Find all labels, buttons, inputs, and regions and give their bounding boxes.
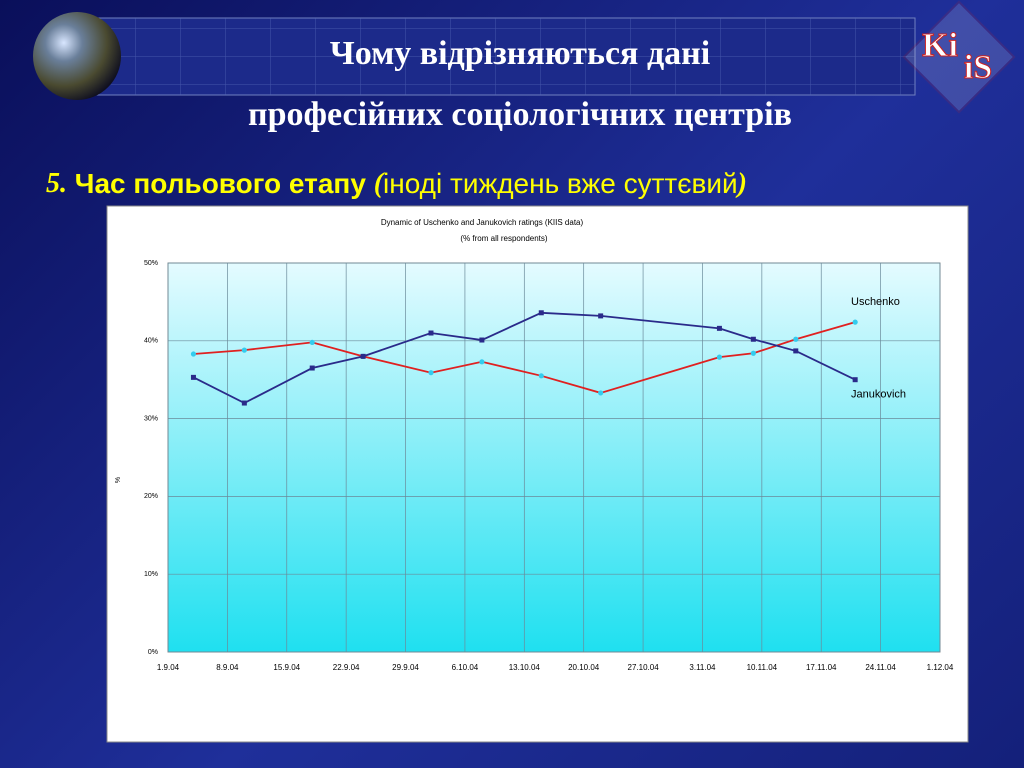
point [598, 390, 604, 396]
point [428, 370, 434, 376]
y-tick-label: 40% [144, 338, 158, 345]
x-tick-label: 29.9.04 [392, 663, 419, 672]
point [479, 337, 485, 343]
x-tick-label: 10.11.04 [747, 663, 778, 672]
point [241, 347, 247, 353]
point [716, 354, 723, 360]
x-tick-label: 1.12.04 [927, 663, 954, 672]
subtitle-bold: Час польового етапу [75, 168, 367, 199]
y-tick-label: 10% [144, 571, 158, 578]
point [538, 310, 544, 316]
point [360, 353, 366, 359]
slide-subtitle: 5. Час польового етапу (іноді тиждень вж… [46, 168, 747, 199]
header-map [95, 18, 915, 95]
x-tick-label: 15.9.04 [273, 663, 300, 672]
logo: Ki iS [902, 0, 1016, 114]
x-tick-label: 8.9.04 [216, 663, 239, 672]
point [309, 339, 315, 345]
chart-subtitle: (% from all respondents) [460, 234, 547, 243]
point [190, 351, 197, 357]
x-tick-label: 22.9.04 [333, 663, 360, 672]
point [309, 365, 315, 371]
y-tick-label: 50% [144, 260, 158, 267]
x-tick-label: 24.11.04 [865, 663, 896, 672]
chart-title: Dynamic of Uschenko and Janukovich ratin… [381, 218, 584, 227]
slide-title: професійних соціологічних центрів [248, 96, 792, 133]
x-tick-label: 20.10.04 [568, 663, 600, 672]
y-tick-label: 20% [144, 493, 158, 500]
logo-bottom: iS [964, 49, 992, 86]
subtitle-paren: ( [374, 168, 385, 199]
point [793, 348, 799, 354]
series-line [193, 321, 856, 394]
point [852, 377, 858, 383]
x-tick-label: 17.11.04 [806, 663, 837, 672]
point [428, 330, 434, 336]
plot-area [167, 262, 941, 653]
logo-top: Ki [922, 27, 958, 64]
series-label: Uschenko [851, 296, 900, 308]
series-label: Janukovich [851, 389, 906, 401]
point [598, 313, 604, 319]
globe [33, 12, 121, 100]
point [852, 319, 858, 325]
series-line [193, 311, 856, 405]
x-tick-label: 3.11.04 [689, 663, 716, 672]
point [479, 359, 485, 365]
slide-title: Чому відрізняються дані [330, 35, 710, 72]
x-tick-label: 1.9.04 [157, 663, 180, 672]
x-tick-label: 27.10.04 [628, 663, 660, 672]
subtitle-paren: ) [735, 168, 747, 199]
subtitle-number: 5. [46, 168, 67, 199]
x-tick-label: 13.10.04 [509, 663, 541, 672]
point [716, 325, 722, 331]
y-axis-label: % [115, 477, 122, 483]
point [750, 336, 756, 342]
x-tick-label: 6.10.04 [452, 663, 479, 672]
point [538, 373, 544, 379]
subtitle-note: іноді тиждень вже суттєвий [383, 168, 738, 199]
y-tick-label: 30% [144, 415, 158, 422]
point [750, 350, 756, 356]
point [241, 400, 247, 406]
point [190, 374, 196, 380]
point [793, 336, 799, 342]
y-tick-label: 0% [148, 649, 158, 656]
